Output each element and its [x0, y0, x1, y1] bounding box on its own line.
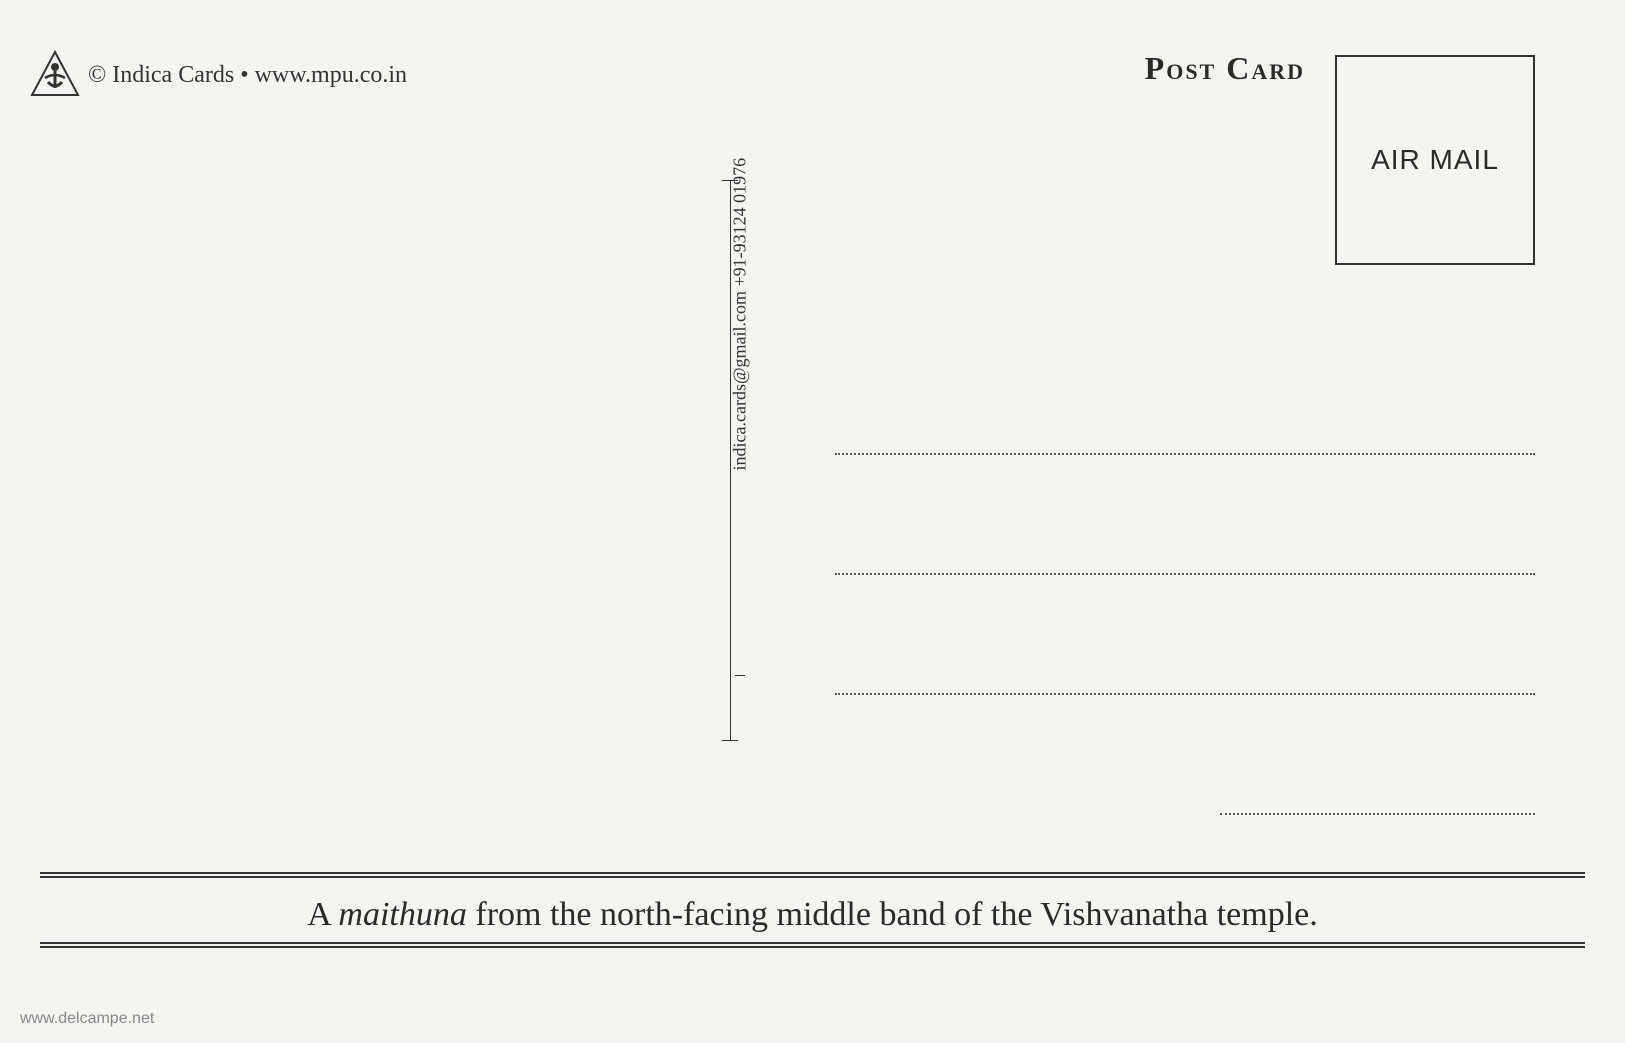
address-section	[835, 335, 1535, 815]
stamp-placeholder-box: AIR MAIL	[1335, 55, 1535, 265]
divider-tick-bottom	[722, 740, 738, 741]
publisher-logo-section: © Indica Cards • www.mpu.co.in	[30, 50, 407, 100]
post-card-heading: Post Card	[1145, 50, 1305, 87]
caption-text: A maithuna from the north-facing middle …	[40, 888, 1585, 942]
divider-tick-mid-bottom	[735, 675, 745, 676]
caption-suffix: from the north-facing middle band of the…	[467, 896, 1318, 933]
postcard-container: © Indica Cards • www.mpu.co.in Post Card…	[0, 0, 1625, 1043]
address-line	[835, 455, 1535, 575]
publisher-logo-icon	[30, 50, 80, 100]
air-mail-label: AIR MAIL	[1371, 144, 1499, 176]
caption-prefix: A	[307, 896, 338, 933]
caption-section: A maithuna from the north-facing middle …	[40, 872, 1585, 958]
address-line	[1220, 695, 1535, 815]
caption-italic-word: maithuna	[338, 896, 466, 933]
contact-info-text: indica.cards@gmail.com +91-93124 01976	[730, 158, 751, 471]
address-line	[835, 575, 1535, 695]
publisher-copyright-text: © Indica Cards • www.mpu.co.in	[88, 62, 407, 89]
watermark-text: www.delcampe.net	[20, 1010, 154, 1028]
address-line	[835, 335, 1535, 455]
caption-bottom-rule	[40, 942, 1585, 948]
caption-top-rule	[40, 872, 1585, 878]
